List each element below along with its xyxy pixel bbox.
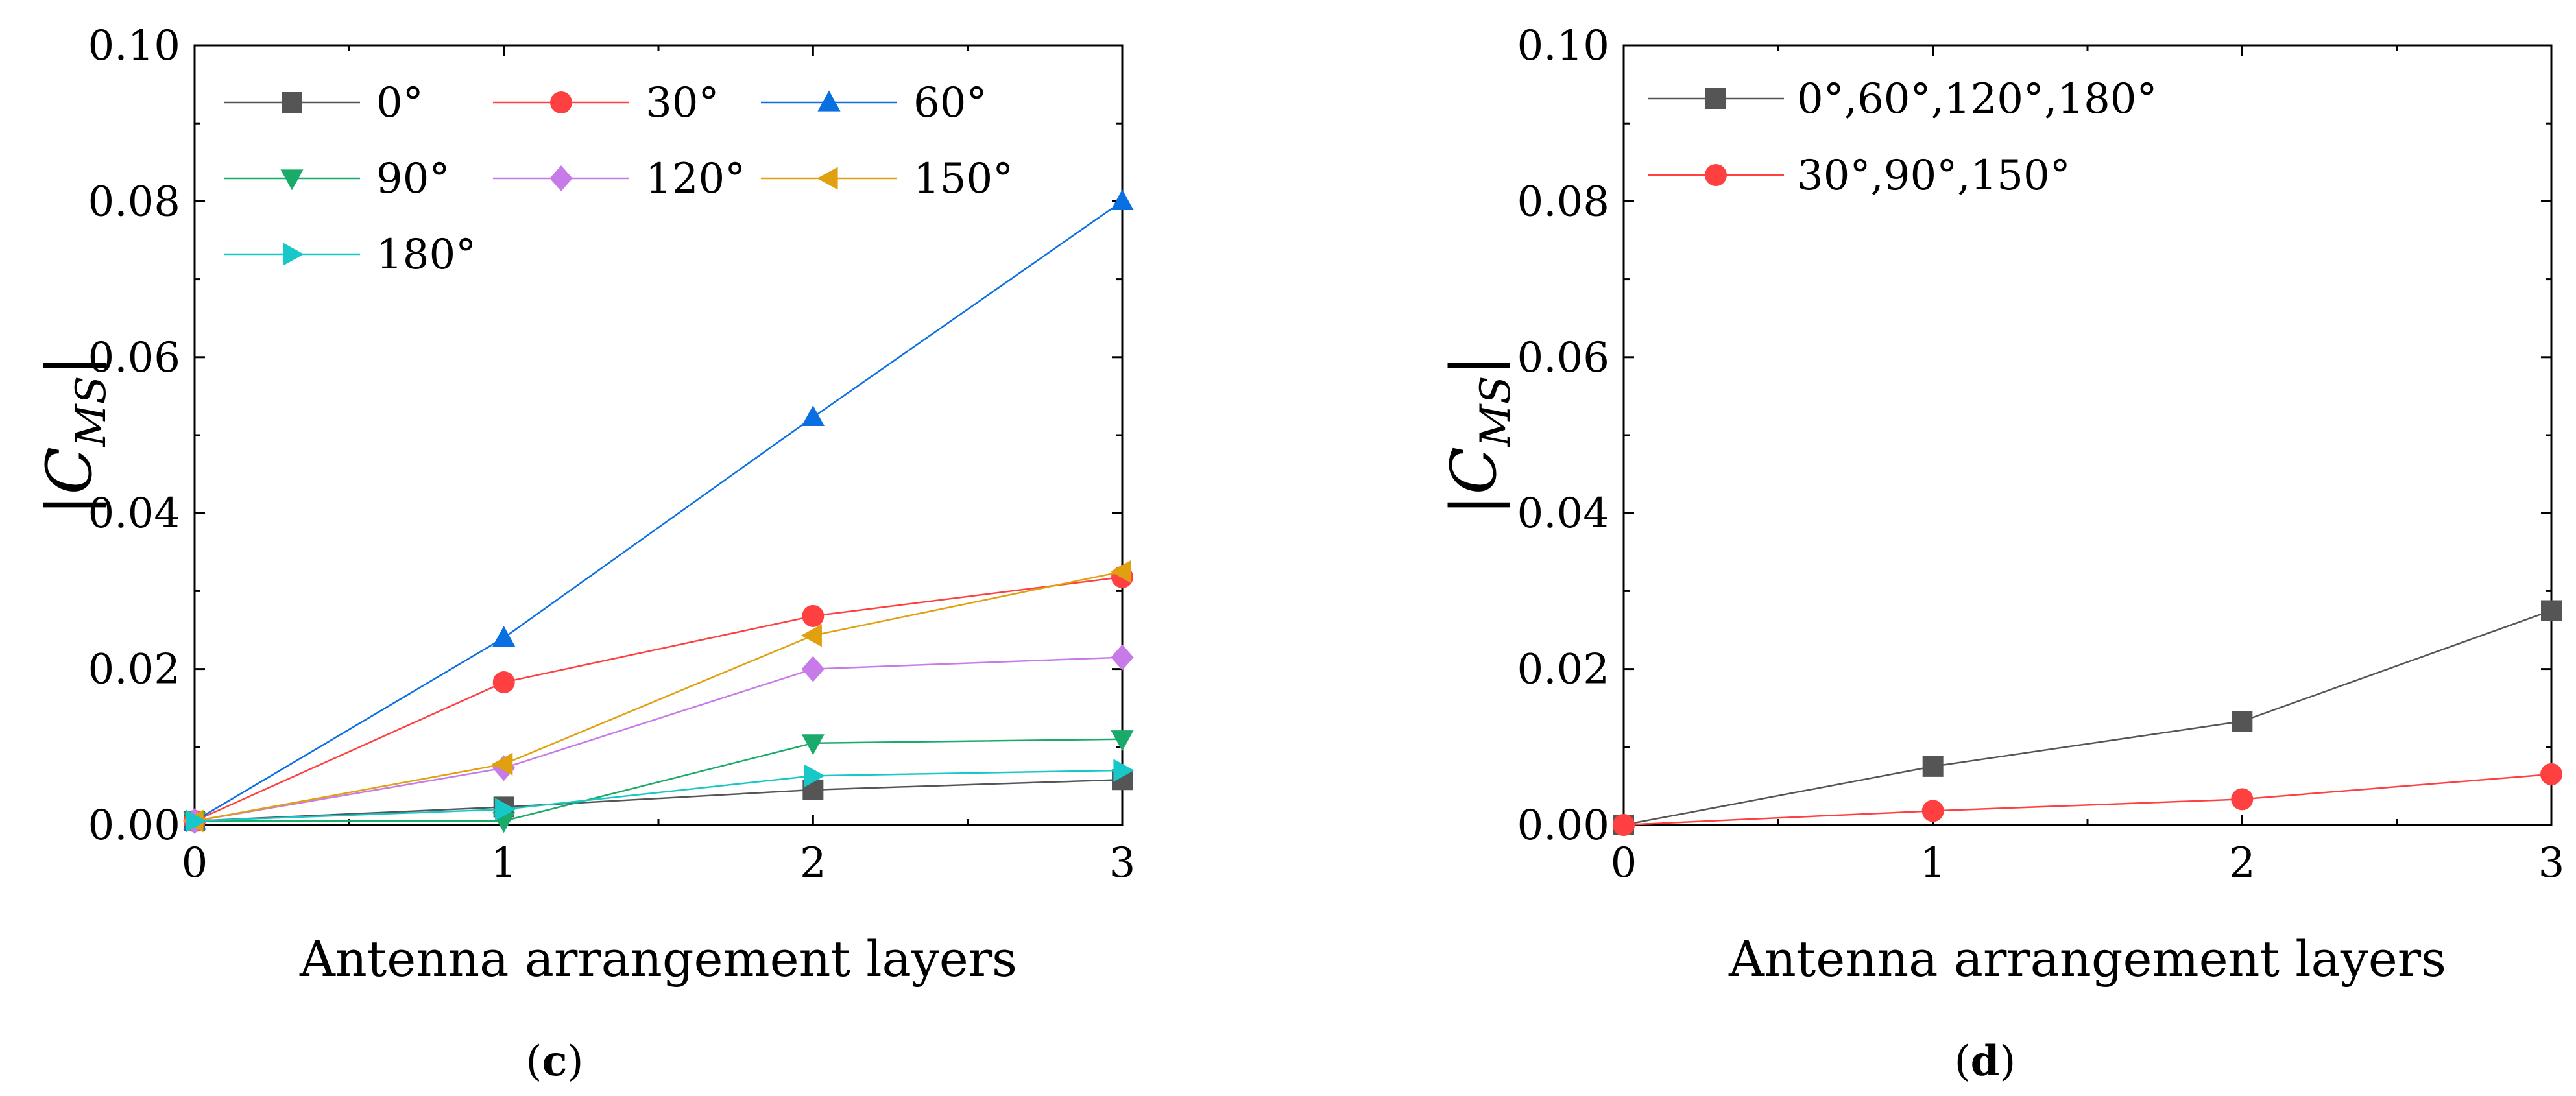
panel-c-panel-label-letter: c xyxy=(542,1037,568,1086)
panel-c-y-axis-title-bar: | xyxy=(33,355,106,375)
panel-c-series-line-5 xyxy=(194,571,1123,822)
panel-c-y-tick-label: 0.10 xyxy=(88,22,181,70)
panel-c-y-tick-label: 0.02 xyxy=(88,646,181,694)
panel-c-series-5-point xyxy=(1110,560,1131,583)
panel-c-y-tick-label: 0.06 xyxy=(88,334,181,382)
panel-c-series-2-point xyxy=(492,626,516,647)
panel-c-legend-marker xyxy=(280,169,304,191)
panel-c-series-2-point xyxy=(801,405,825,426)
panel-c-series-line-1 xyxy=(194,576,1123,822)
panel-c-series-1-point xyxy=(492,671,515,694)
panel-c-legend-label: 150° xyxy=(913,155,1013,203)
panel-d-legend-marker xyxy=(1705,164,1727,186)
panel-c-chart: 0.00 0.02 0.04 0.06 0.08 0.10 0 1 2 3 Antenna arra… xyxy=(33,22,1135,1086)
panel-c-series-3-point xyxy=(801,734,825,756)
panel-d-y-axis-title-symbol: C xyxy=(1438,447,1510,494)
panel-c-series-2-point xyxy=(1111,189,1134,210)
panel-c-series-line-6 xyxy=(194,769,1123,822)
panel-c-series-5-point xyxy=(492,752,513,776)
panel-d-y-tick-label: 0.06 xyxy=(1517,334,1610,382)
panel-c-legend-label: 90° xyxy=(376,155,450,203)
panel-c-legend-marker xyxy=(283,243,304,266)
panel-d-panel-label-paren: ) xyxy=(1999,1038,2016,1086)
panel-c-legend-label: 120° xyxy=(645,155,745,203)
panel-d-chart: 0.00 0.02 0.04 0.06 0.08 0.10 0 1 2 3 Antenna arra… xyxy=(1438,22,2564,1086)
panel-c-legend-label: 180° xyxy=(376,231,476,279)
panel-d-plot-frame xyxy=(1622,44,2553,826)
panel-d-panel-label: (d) xyxy=(1955,1037,2016,1086)
panel-d-x-axis-title: Antenna arrangement layers xyxy=(1728,930,2446,988)
panel-c-y-axis-title-symbol: C xyxy=(33,447,106,494)
panel-c-legend-marker xyxy=(817,167,838,190)
panel-c-legend-marker xyxy=(549,165,573,191)
panel-d-series-line-0 xyxy=(1623,610,2552,826)
panel-c-series-5-point xyxy=(800,624,822,647)
panel-d-y-tick-label: 0.10 xyxy=(1517,22,1610,70)
panel-c-x-axis-title: Antenna arrangement layers xyxy=(299,930,1017,988)
panel-d-y-axis-title: |CMS| xyxy=(1438,355,1520,516)
panel-d-series-1-point xyxy=(1613,814,1635,836)
panel-c-legend-label: 60° xyxy=(913,79,987,127)
panel-d-x-tick-label: 2 xyxy=(2229,839,2256,887)
panel-c-series-6-point xyxy=(186,809,207,833)
panel-c-legend-marker xyxy=(550,91,572,113)
panel-d-series-0-point xyxy=(1922,756,1944,777)
panel-c-series-6-point xyxy=(804,764,825,787)
panel-d-legend-label: 0°,60°,120°,180° xyxy=(1797,75,2158,123)
panel-c-panel-label: (c) xyxy=(526,1037,584,1086)
panel-d-y-axis-title-bar: | xyxy=(1438,355,1510,375)
panel-d-y-tick-label: 0.02 xyxy=(1517,646,1610,694)
panel-c-x-tick-label: 1 xyxy=(490,839,517,887)
panel-d-legend-label: 30°,90°,150° xyxy=(1797,152,2071,200)
panel-d-series-0-point xyxy=(2232,711,2253,732)
panel-c-series-4-point xyxy=(801,656,825,682)
panel-d-y-tick-label: 0.04 xyxy=(1517,490,1610,538)
panel-d-y-tick-label: 0.08 xyxy=(1517,178,1610,226)
panel-c-legend-label: 30° xyxy=(645,79,719,127)
panel-d-series-1-point xyxy=(1921,800,1944,822)
panel-c-series-line-4 xyxy=(194,656,1123,822)
panel-d-legend-marker xyxy=(1705,88,1726,109)
panel-c-y-tick-label: 0.08 xyxy=(88,178,181,226)
panel-c-series-line-0 xyxy=(194,779,1123,822)
panel-d-series-1-point xyxy=(2540,763,2562,785)
panel-c-series-line-3 xyxy=(195,738,1123,822)
panel-d-series-0-point xyxy=(2541,600,2562,621)
panel-c-x-tick-label: 0 xyxy=(182,839,208,887)
panel-d-series-1-point xyxy=(2231,788,2254,811)
panel-c-legend-marker xyxy=(817,90,841,112)
panel-c-legend-marker xyxy=(282,92,302,113)
panel-c-y-tick-label: 0.04 xyxy=(88,490,181,538)
panel-c-y-tick-label: 0.00 xyxy=(88,802,181,850)
panel-c-series-6-point xyxy=(495,798,516,821)
panel-d-panel-label-letter: d xyxy=(1971,1037,2000,1086)
panel-c-series-6-point xyxy=(1113,759,1135,782)
panel-c-x-tick-label: 3 xyxy=(1109,839,1136,887)
panel-d-y-tick-label: 0.00 xyxy=(1517,802,1610,850)
panel-c-y-axis-title-bar: | xyxy=(33,494,106,515)
panel-d-y-axis-title-subscript: MS xyxy=(1472,376,1520,447)
panel-c-panel-label-paren: ( xyxy=(526,1038,542,1086)
panel-c-y-axis-title: |CMS| xyxy=(33,355,115,516)
panel-d-x-tick-label: 3 xyxy=(2538,839,2565,887)
panel-d-y-axis-title-bar: | xyxy=(1438,494,1510,515)
panel-c-x-tick-label: 2 xyxy=(800,839,826,887)
panel-c-panel-label-paren: ) xyxy=(567,1038,583,1086)
panel-d-x-tick-label: 1 xyxy=(1920,839,1946,887)
panel-c-series-line-2 xyxy=(194,200,1123,822)
panel-c-series-3-point xyxy=(1111,730,1134,752)
panel-c-y-axis-title-subscript: MS xyxy=(67,376,115,447)
panel-d-panel-label-paren: ( xyxy=(1955,1038,1971,1086)
panel-c-series-4-point xyxy=(1111,644,1134,671)
panel-c-series-1-point xyxy=(802,604,825,627)
panel-d-x-tick-label: 0 xyxy=(1611,839,1637,887)
panel-d-series-line-1 xyxy=(1623,773,2552,826)
panel-c-legend-label: 0° xyxy=(376,79,424,127)
